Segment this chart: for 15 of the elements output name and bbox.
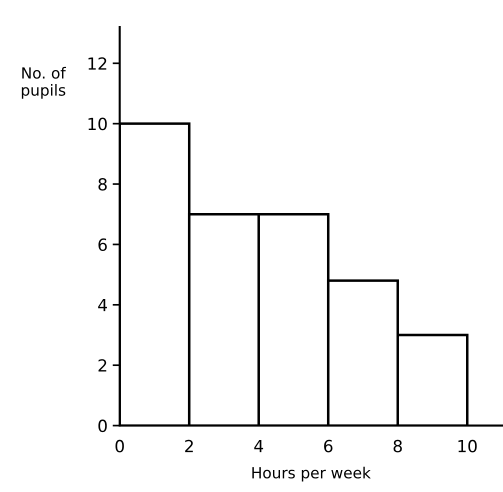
y-tick-label: 8	[98, 178, 107, 191]
y-tick-label: 2	[98, 359, 106, 372]
y-tick-label: 6	[98, 238, 107, 252]
x-tick-label: 10	[458, 440, 477, 452]
y-axis-title: No. of pupils	[22, 66, 66, 99]
y-tick-label: 10	[88, 118, 107, 130]
y-tick-label: 4	[98, 298, 107, 312]
x-tick-label: 2	[185, 440, 193, 452]
x-tick-label: 0	[116, 440, 124, 452]
y-tick-label: 0	[98, 420, 107, 432]
x-tick-label: 6	[324, 440, 332, 452]
x-tick-label: 8	[394, 440, 402, 452]
x-tick-label: 4	[254, 440, 264, 452]
x-axis-title: Hours per week	[252, 466, 371, 482]
y-tick-label: 12	[88, 57, 106, 70]
